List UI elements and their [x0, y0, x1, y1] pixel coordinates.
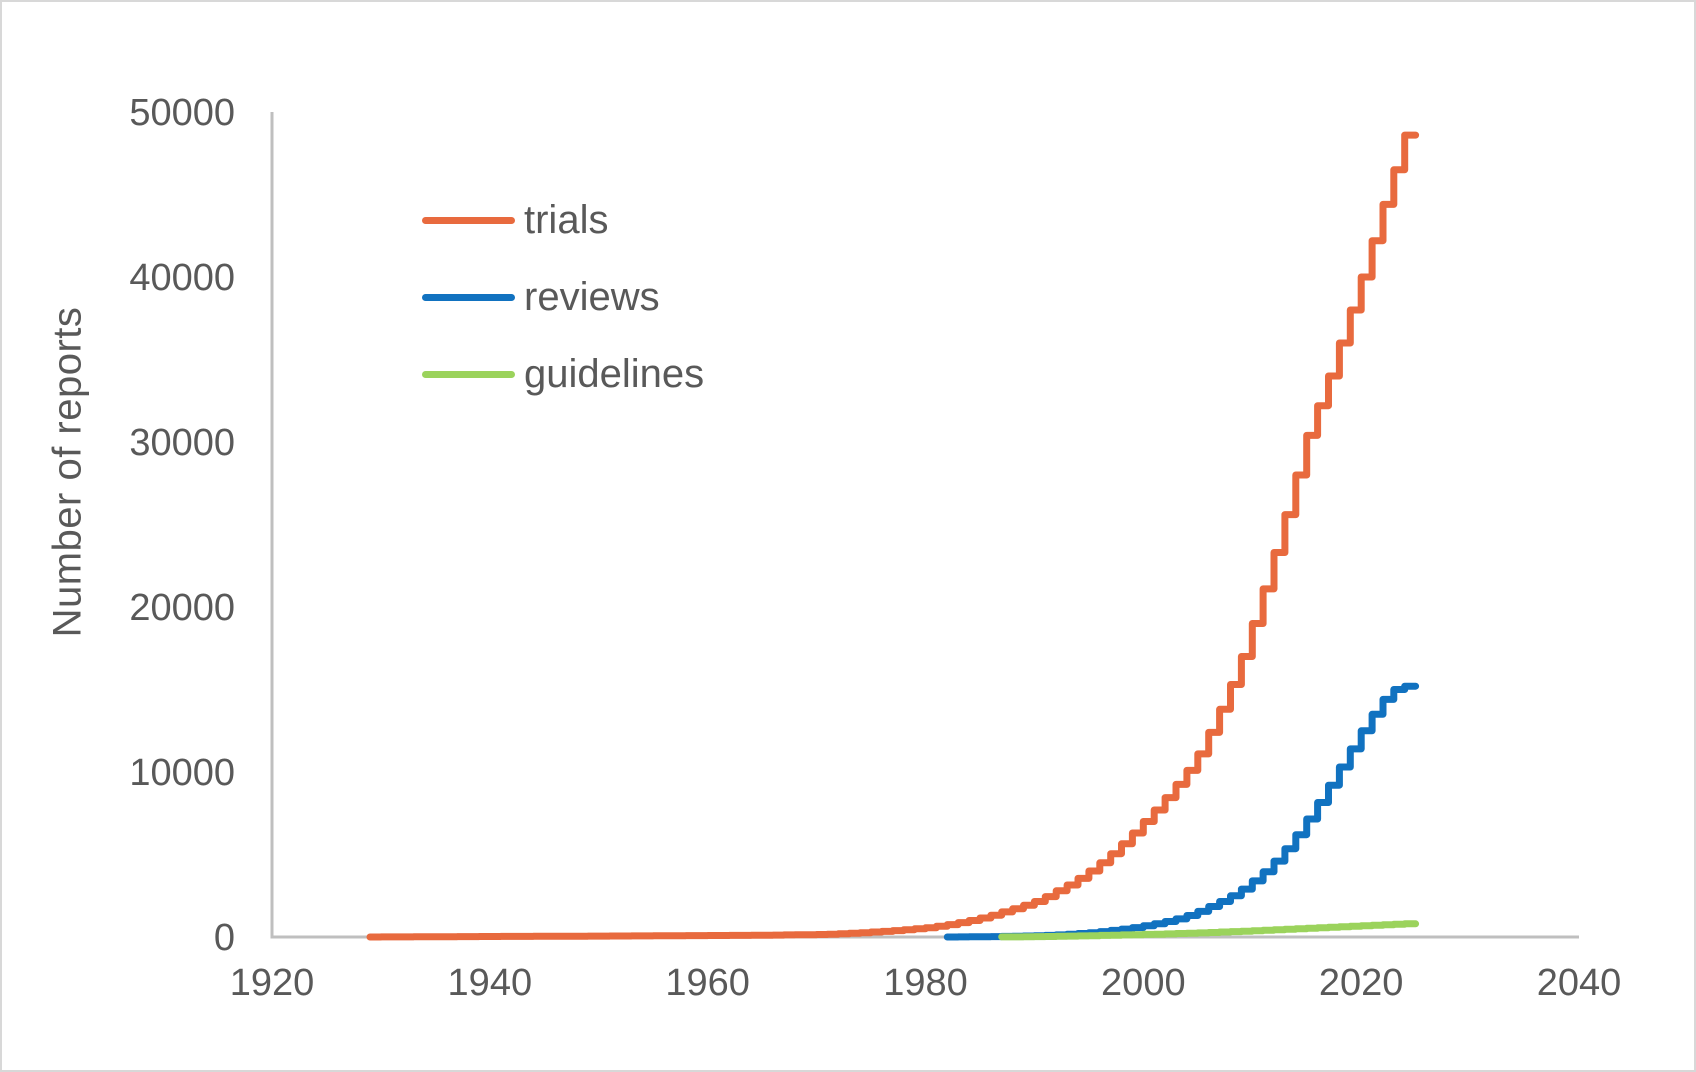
y-tick-label-40000: 40000 [129, 257, 235, 299]
y-tick-label-0: 0 [214, 917, 235, 959]
legend-item-guidelines: guidelines [422, 336, 704, 413]
series-line-trials [366, 131, 1420, 941]
legend-swatch-trials [422, 217, 515, 224]
y-tick-label-20000: 20000 [129, 587, 235, 629]
x-tick-label-1960: 1960 [665, 962, 750, 1004]
legend-swatch-reviews [422, 294, 515, 301]
series-line-reviews [943, 682, 1420, 941]
y-axis-title: Number of reports [45, 306, 90, 638]
y-tick-label-30000: 30000 [129, 422, 235, 464]
y-tick-label-10000: 10000 [129, 752, 235, 794]
legend-item-reviews: reviews [422, 259, 704, 336]
legend: trials reviews guidelines [422, 182, 704, 413]
x-tick-label-1980: 1980 [883, 962, 968, 1004]
x-tick-label-1940: 1940 [448, 962, 533, 1004]
legend-label-guidelines: guidelines [524, 352, 705, 396]
x-tick-label-2040: 2040 [1537, 962, 1622, 1004]
legend-label-reviews: reviews [524, 275, 660, 319]
legend-item-trials: trials [422, 182, 704, 259]
y-tick-label-50000: 50000 [129, 92, 235, 134]
legend-label-trials: trials [524, 198, 609, 242]
legend-swatch-guidelines [422, 371, 515, 378]
x-tick-label-2000: 2000 [1101, 962, 1186, 1004]
x-tick-label-1920: 1920 [230, 962, 315, 1004]
series-line-guidelines [998, 920, 1420, 941]
x-tick-label-2020: 2020 [1319, 962, 1404, 1004]
